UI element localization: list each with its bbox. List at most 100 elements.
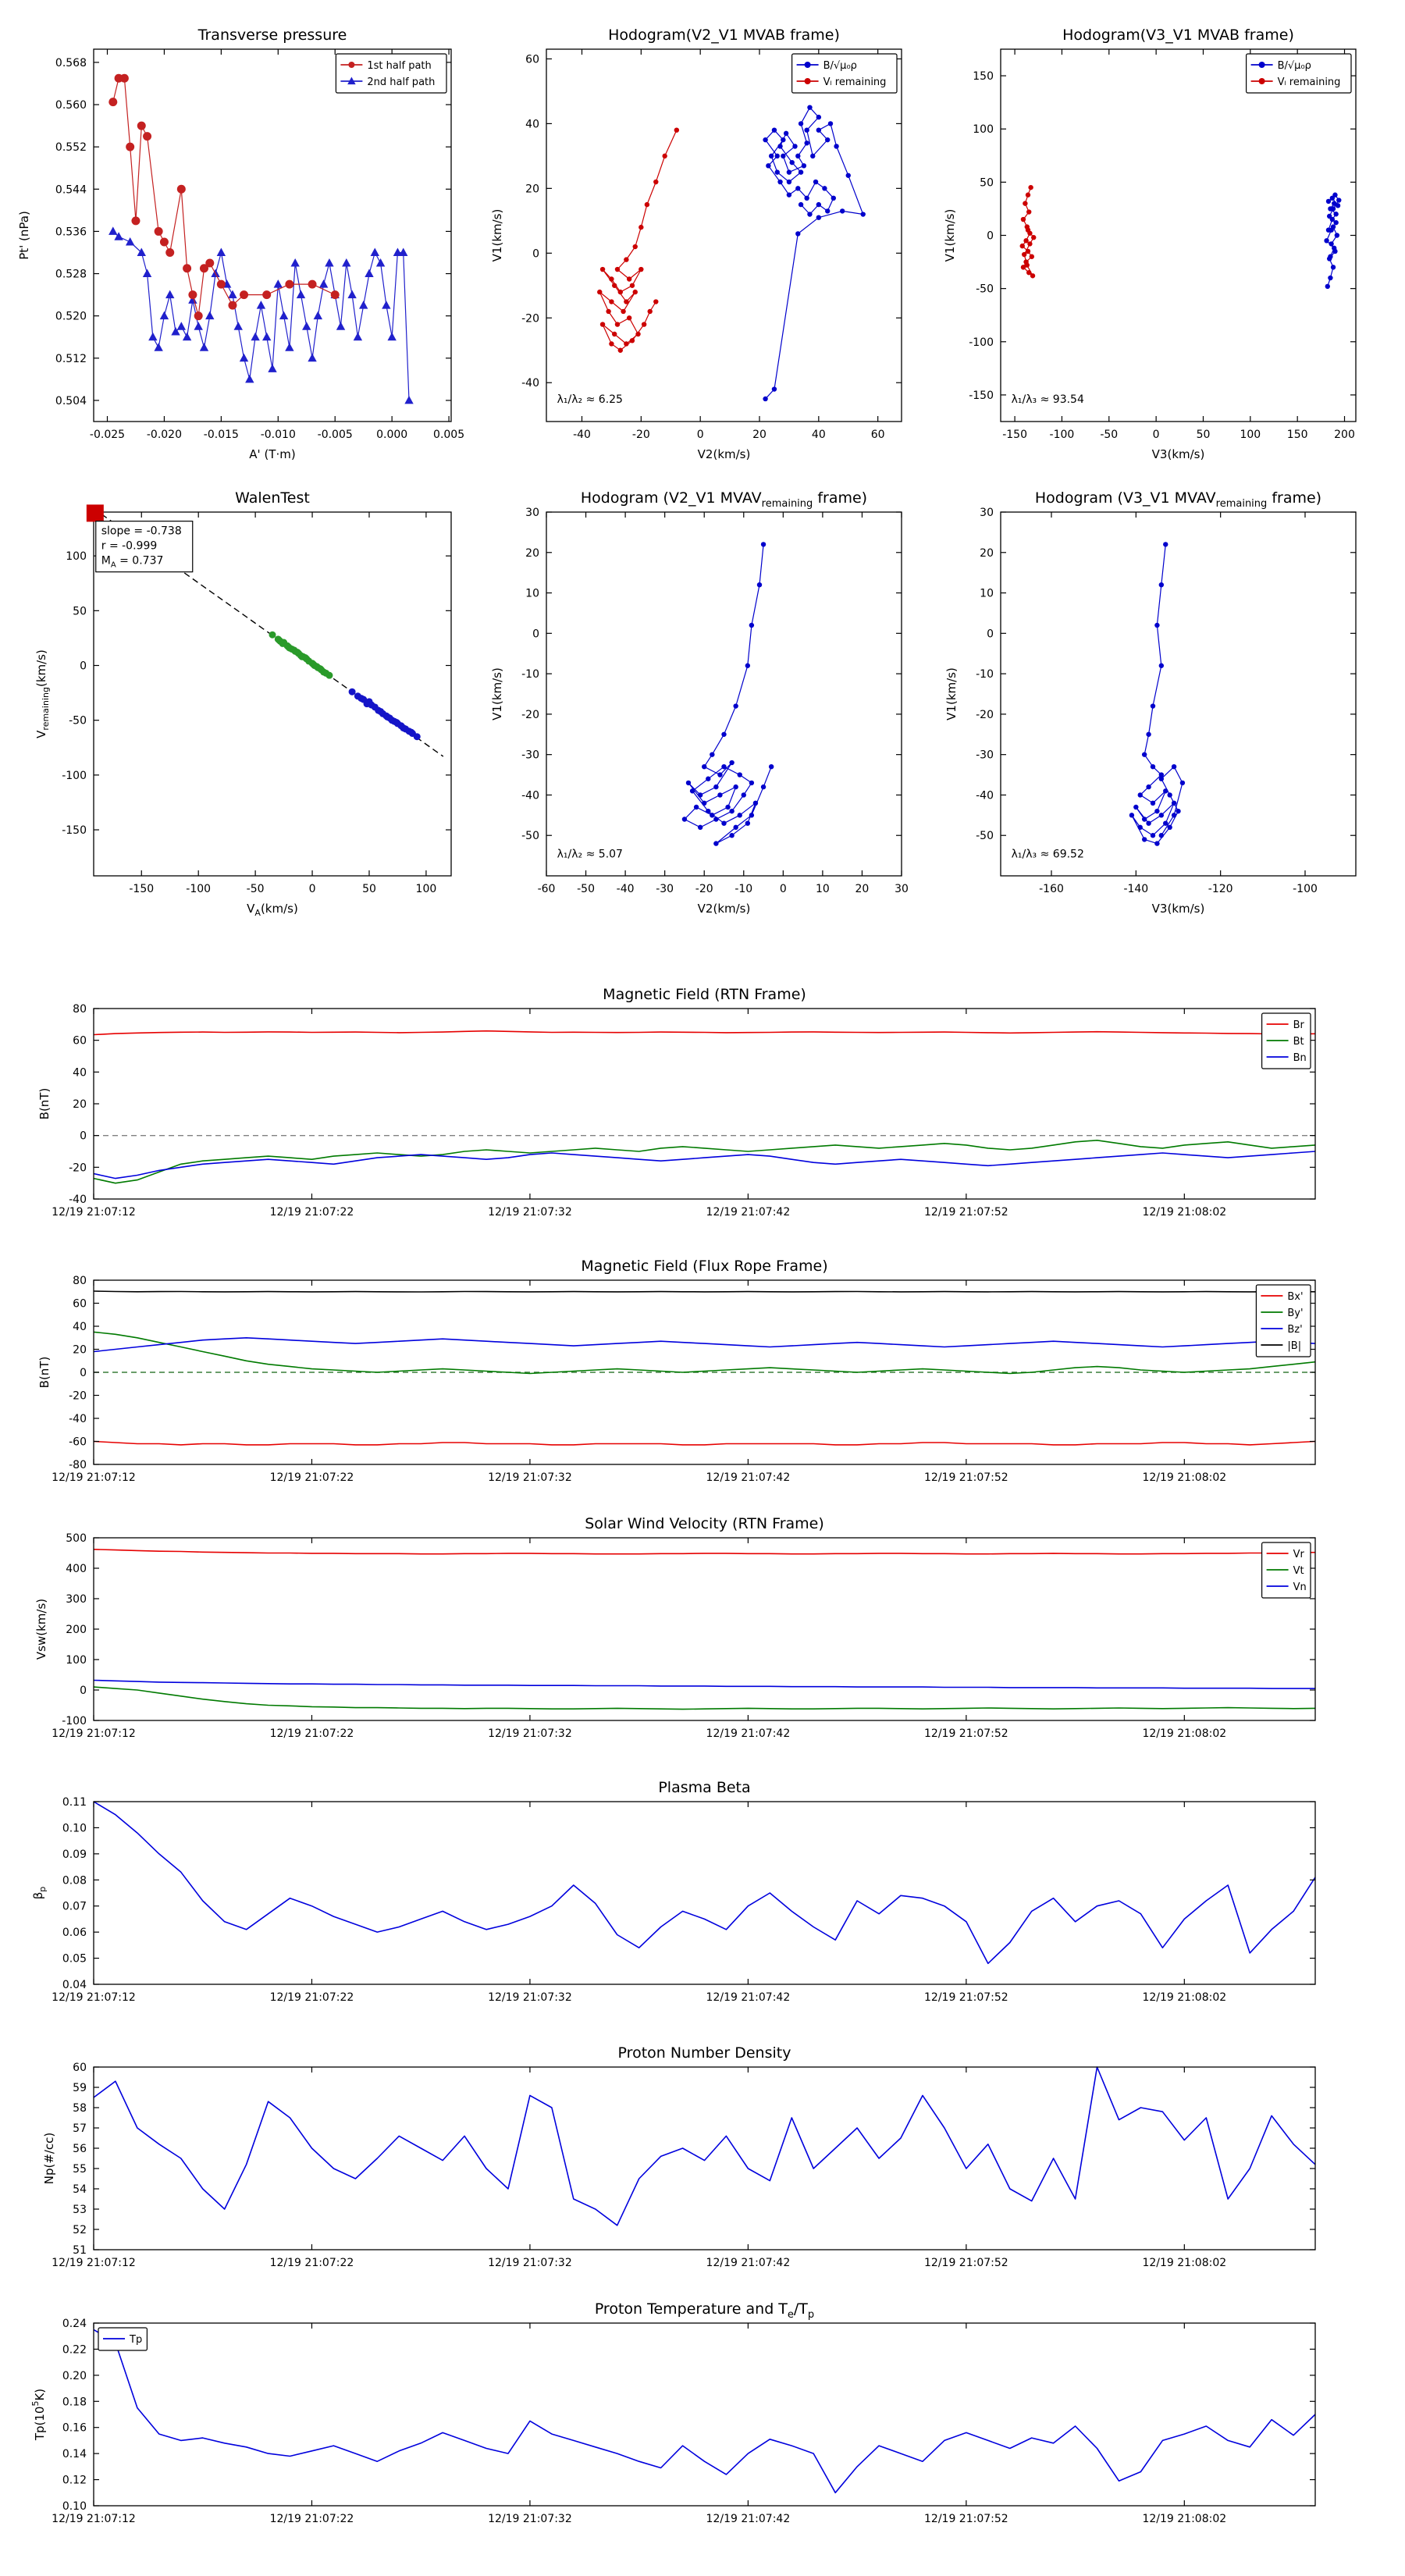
y-tick-label: 0.16 (62, 2422, 87, 2435)
marker-dot (681, 817, 688, 822)
marker-triangle (262, 332, 272, 341)
x-tick-label: -40 (617, 883, 635, 895)
x-tick-label: 50 (362, 883, 376, 895)
y-tick-label: 51 (73, 2244, 87, 2257)
marker-dot (710, 752, 715, 757)
y-tick-label: 80 (73, 1275, 87, 1287)
marker-triangle (216, 247, 226, 256)
annotation-box (95, 521, 194, 573)
annotation: λ₁/λ₂ ≈ 5.07 (557, 849, 623, 861)
legend: B/√μ₀ρ Vₗ remaining (791, 53, 898, 94)
marker-dot (693, 804, 699, 810)
x-tick-label: 12/19 21:07:32 (488, 1471, 572, 1484)
marker-dot (763, 137, 768, 143)
marker-dot (1137, 792, 1143, 798)
marker-dot (710, 813, 715, 818)
y-axis-label: Tp(105K) (30, 2389, 47, 2441)
x-tick-label: 150 (1287, 429, 1308, 441)
marker-circle (262, 290, 272, 300)
marker-dot (786, 179, 792, 185)
marker-dot (1150, 764, 1156, 770)
plot-area (546, 49, 902, 422)
marker-dot (798, 201, 804, 208)
series-layer (101, 514, 444, 757)
marker-dot (1030, 273, 1036, 279)
marker-dot (768, 153, 774, 159)
marker-circle (199, 264, 208, 273)
marker-triangle (370, 247, 379, 256)
x-tick-label: 12/19 21:07:12 (52, 1471, 136, 1484)
x-tick-label: -150 (1002, 429, 1027, 441)
y-tick-label: 40 (525, 118, 539, 130)
y-tick-label: 0.18 (62, 2396, 87, 2408)
y-tick-label: -150 (969, 390, 994, 402)
marker-triangle (176, 322, 187, 330)
marker-triangle (199, 343, 209, 351)
marker-dot (834, 144, 839, 149)
marker-dot (1146, 784, 1151, 790)
legend-label: Bn (1293, 1052, 1307, 1064)
marker-triangle (182, 332, 192, 341)
series-by- (93, 1331, 1316, 1375)
marker-triangle (154, 343, 163, 351)
marker-dot (763, 396, 768, 402)
marker-triangle (148, 332, 158, 341)
plot-border (546, 511, 902, 877)
x-axis-label: VA(km/s) (247, 902, 298, 918)
y-tick-label: 0.14 (62, 2448, 87, 2460)
marker-dot (1154, 622, 1160, 628)
legend-label: Bz' (1287, 1324, 1302, 1336)
x-tick-label: 0 (1153, 429, 1160, 441)
marker-triangle (137, 247, 146, 256)
marker-dot (760, 784, 767, 790)
y-axis-label: V1(km/s) (490, 209, 504, 262)
series-vt (93, 1686, 1316, 1710)
marker-circle (154, 226, 163, 236)
legend-label: Vₗ remaining (823, 76, 887, 88)
x-tick-label: 12/19 21:07:32 (488, 2257, 572, 2269)
marker-dot (810, 153, 816, 159)
marker-dot (325, 671, 333, 679)
plot-area (1001, 512, 1356, 876)
marker-dot (1171, 813, 1177, 818)
marker-dot (1325, 283, 1330, 290)
marker-triangle (290, 258, 300, 267)
y-tick-label: 20 (73, 1344, 87, 1357)
marker-dot (827, 121, 834, 126)
annotation: λ₁/λ₂ ≈ 6.25 (557, 393, 623, 406)
x-tick-label: -0.025 (90, 429, 125, 441)
marker-dot (801, 163, 807, 169)
marker-dot (825, 208, 831, 214)
chart-title: Transverse pressure (197, 27, 347, 44)
marker-dot (1028, 184, 1033, 190)
y-tick-label: 54 (73, 2183, 87, 2196)
x-axis: 12/19 21:07:12 12/19 21:07:22 12/19 21:07:… (52, 1009, 1226, 1219)
x-tick-label: 12/19 21:07:52 (924, 2257, 1008, 2269)
marker-triangle (256, 301, 266, 309)
y-tick-label: 40 (73, 1066, 87, 1079)
x-tick-label: 12/19 21:07:52 (924, 1727, 1008, 1740)
marker-dot (1329, 227, 1334, 233)
marker-circle (131, 216, 140, 226)
marker-triangle (336, 322, 346, 330)
y-axis-label: Pt' (nPa) (17, 211, 31, 260)
marker-dot (1141, 752, 1147, 757)
marker-circle (176, 184, 186, 194)
x-axis: 12/19 21:07:12 12/19 21:07:22 12/19 21:07:… (52, 2067, 1226, 2269)
x-tick-label: 100 (1240, 429, 1261, 441)
marker-dot (1027, 241, 1033, 247)
y-tick-label: -40 (69, 1194, 87, 1206)
marker-circle (228, 301, 237, 310)
marker-dot (597, 289, 603, 295)
marker-dot (647, 308, 653, 315)
legend-label: Bt (1293, 1036, 1304, 1048)
marker-dot (635, 331, 641, 337)
marker-dot (1158, 776, 1165, 781)
marker-dot (816, 127, 822, 133)
x-tick-label: -20 (632, 429, 650, 441)
marker-circle (159, 237, 169, 247)
plot-area (94, 1538, 1315, 1720)
x-tick-label: 12/19 21:07:52 (924, 2513, 1008, 2525)
x-tick-label: -100 (186, 883, 211, 895)
marker-dot (1333, 212, 1339, 217)
